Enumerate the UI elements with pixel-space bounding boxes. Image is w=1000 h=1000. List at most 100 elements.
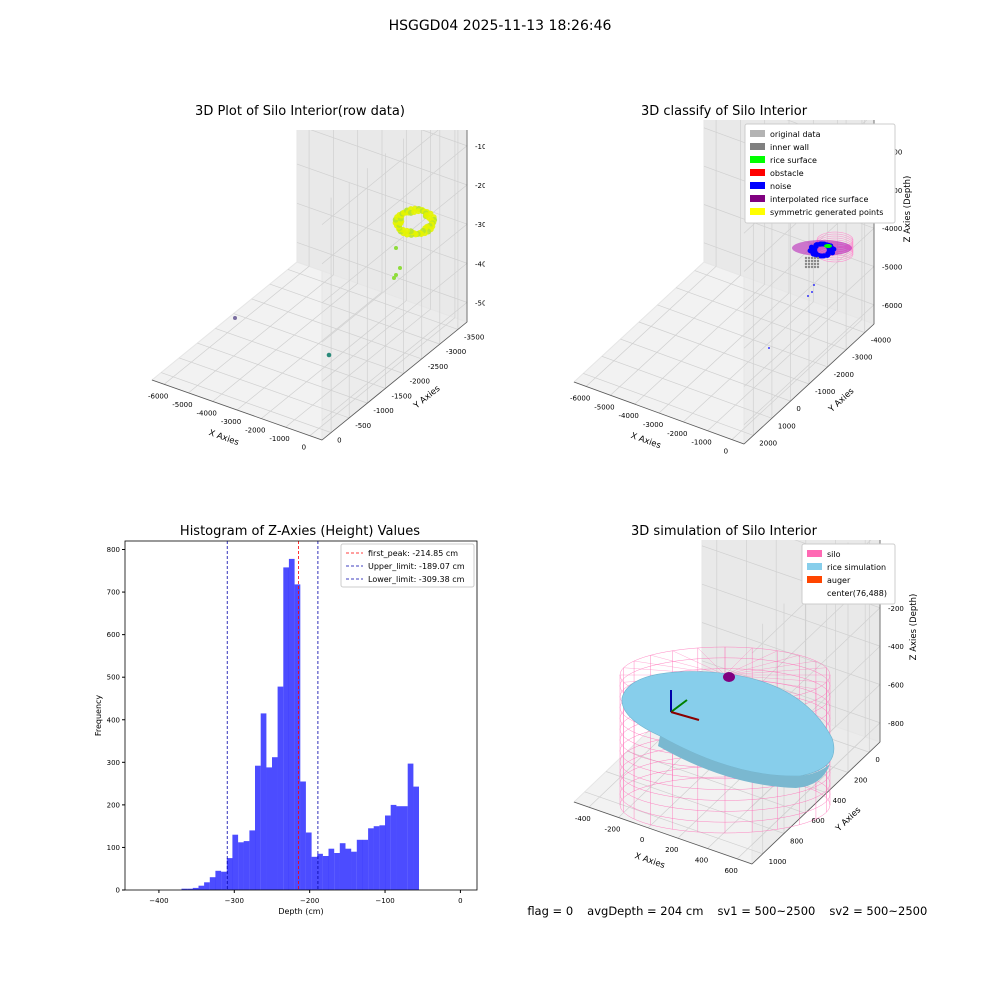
histogram-bar bbox=[362, 839, 369, 890]
inner-wall-point bbox=[810, 256, 814, 260]
y-tick-label: 0 bbox=[796, 405, 800, 413]
x-axis-line bbox=[573, 801, 753, 865]
x-tick-label: -4000 bbox=[197, 409, 217, 417]
y-tick-label: 600 bbox=[811, 817, 824, 825]
x-tick-label: 0 bbox=[302, 444, 306, 452]
inner-wall-point bbox=[813, 259, 817, 263]
z-tick-label: -5000 bbox=[882, 264, 902, 272]
center-y-arrow bbox=[670, 699, 688, 713]
panel2-title: 3D classify of Silo Interior bbox=[640, 104, 808, 119]
y-tick-label: 0 bbox=[875, 756, 879, 764]
y-tick-label: -4000 bbox=[871, 337, 891, 345]
histogram-bar bbox=[294, 584, 301, 890]
y-tick-label: -500 bbox=[355, 422, 371, 430]
x-tick-label: -5000 bbox=[594, 403, 614, 411]
inner-wall-point bbox=[807, 256, 811, 260]
silo-wire bbox=[650, 655, 726, 676]
legend-label: symmetric generated points bbox=[770, 208, 883, 217]
legend-swatch bbox=[807, 563, 822, 570]
z-tick-label: -3000 bbox=[475, 221, 485, 229]
histogram-bar bbox=[238, 842, 244, 890]
silo-wire bbox=[724, 650, 778, 676]
x-tick-label: -3000 bbox=[221, 418, 241, 426]
histogram-bar bbox=[243, 841, 250, 890]
histogram-bar bbox=[390, 804, 397, 890]
y-tick-label: 100 bbox=[107, 844, 120, 852]
legend-label: auger bbox=[827, 576, 851, 585]
avg-depth-value: avgDepth = 204 cm bbox=[587, 904, 704, 918]
inner-wall-point bbox=[807, 259, 811, 263]
sv1-value: sv1 = 500~2500 bbox=[717, 904, 816, 918]
y-tick-label: 600 bbox=[107, 631, 120, 639]
histogram-bar bbox=[334, 853, 340, 890]
histogram-bar bbox=[266, 767, 272, 890]
histogram-bar bbox=[396, 806, 402, 890]
panel3-title: Histogram of Z-Axies (Height) Values bbox=[179, 524, 421, 539]
y-tick-label: 400 bbox=[107, 716, 120, 724]
x-grid-line bbox=[585, 120, 717, 387]
inner-wall-point bbox=[804, 256, 808, 260]
data-point bbox=[394, 273, 398, 277]
noise-point bbox=[813, 284, 815, 286]
classify-3d-plot: -6000 -5000 -4000 -3000 -2000 -1000 0 2000 1000 0… bbox=[570, 120, 913, 456]
silo-wire bbox=[724, 660, 816, 676]
histogram-bar bbox=[402, 806, 408, 890]
legend-label: noise bbox=[770, 182, 791, 191]
data-point bbox=[326, 352, 332, 358]
y-tick-label: -2500 bbox=[428, 363, 448, 371]
y-tick-label: -1500 bbox=[391, 392, 411, 400]
x-axis-label: X Axies bbox=[633, 851, 666, 871]
silo-wire bbox=[724, 667, 827, 676]
x-tick-label: 200 bbox=[665, 846, 678, 854]
legend-box bbox=[801, 543, 896, 605]
z-tick-label: -600 bbox=[888, 682, 904, 690]
y-tick-label: 2000 bbox=[759, 439, 777, 447]
panel4-title: 3D simulation of Silo Interior bbox=[631, 524, 817, 539]
histogram-bar bbox=[317, 853, 323, 890]
data-point bbox=[398, 266, 402, 270]
histogram-bar bbox=[288, 558, 295, 890]
y-tick-label: 400 bbox=[833, 797, 846, 805]
auger-marker bbox=[723, 672, 735, 682]
histogram-bar bbox=[221, 871, 227, 890]
histogram-bar bbox=[249, 830, 256, 890]
x-axis-line bbox=[151, 379, 323, 441]
noise-point bbox=[768, 347, 770, 349]
x-grid-line bbox=[309, 130, 456, 436]
x-tick-label: −400 bbox=[149, 897, 168, 905]
y-axis-label: Y Axies bbox=[411, 384, 442, 412]
raw-data-3d-plot: -6000-5000-4000-3000-2000-100000-500-100… bbox=[148, 130, 485, 452]
histogram-bar bbox=[277, 686, 284, 890]
depth-histogram: −400 −300 −200 −100 0 0 100 200 300 400 500 600 700 8… bbox=[94, 540, 478, 916]
legend-label: Lower_limit: -309.38 cm bbox=[368, 575, 465, 584]
x-tick-label: −100 bbox=[375, 897, 394, 905]
x-tick-label: 0 bbox=[724, 448, 728, 456]
histogram-bar bbox=[311, 856, 318, 890]
z-grid-line bbox=[751, 540, 872, 654]
legend-label: first_peak: -214.85 cm bbox=[368, 549, 458, 558]
z-tick-label: -4000 bbox=[475, 260, 485, 268]
legend-swatch bbox=[807, 576, 822, 583]
z-tick-label: -200 bbox=[888, 605, 904, 613]
y-tick-label: 200 bbox=[854, 777, 867, 785]
histogram-bar bbox=[215, 870, 222, 890]
inner-wall-point bbox=[816, 259, 820, 263]
x-tick-label: -3000 bbox=[643, 421, 663, 429]
legend-label: rice simulation bbox=[827, 563, 886, 572]
legend-box bbox=[744, 123, 896, 224]
x-tick-label: -1000 bbox=[269, 435, 289, 443]
histogram-bar bbox=[413, 786, 419, 890]
y-tick-label: -1000 bbox=[373, 407, 393, 415]
data-point bbox=[394, 246, 398, 250]
y-tick-label: -2000 bbox=[834, 371, 854, 379]
z-tick-label: -2000 bbox=[475, 182, 485, 190]
status-line: flag = 0 avgDepth = 204 cm sv1 = 500~2500 s… bbox=[520, 890, 941, 918]
histogram-bar bbox=[368, 828, 374, 890]
histogram-bar bbox=[305, 832, 312, 890]
x-grid-line bbox=[261, 130, 407, 419]
histogram-bar bbox=[192, 887, 199, 890]
x-grid-line bbox=[236, 130, 383, 411]
legend-label: silo bbox=[827, 550, 841, 559]
y-tick-label: 1000 bbox=[769, 858, 787, 866]
legend-label: rice surface bbox=[770, 156, 817, 165]
